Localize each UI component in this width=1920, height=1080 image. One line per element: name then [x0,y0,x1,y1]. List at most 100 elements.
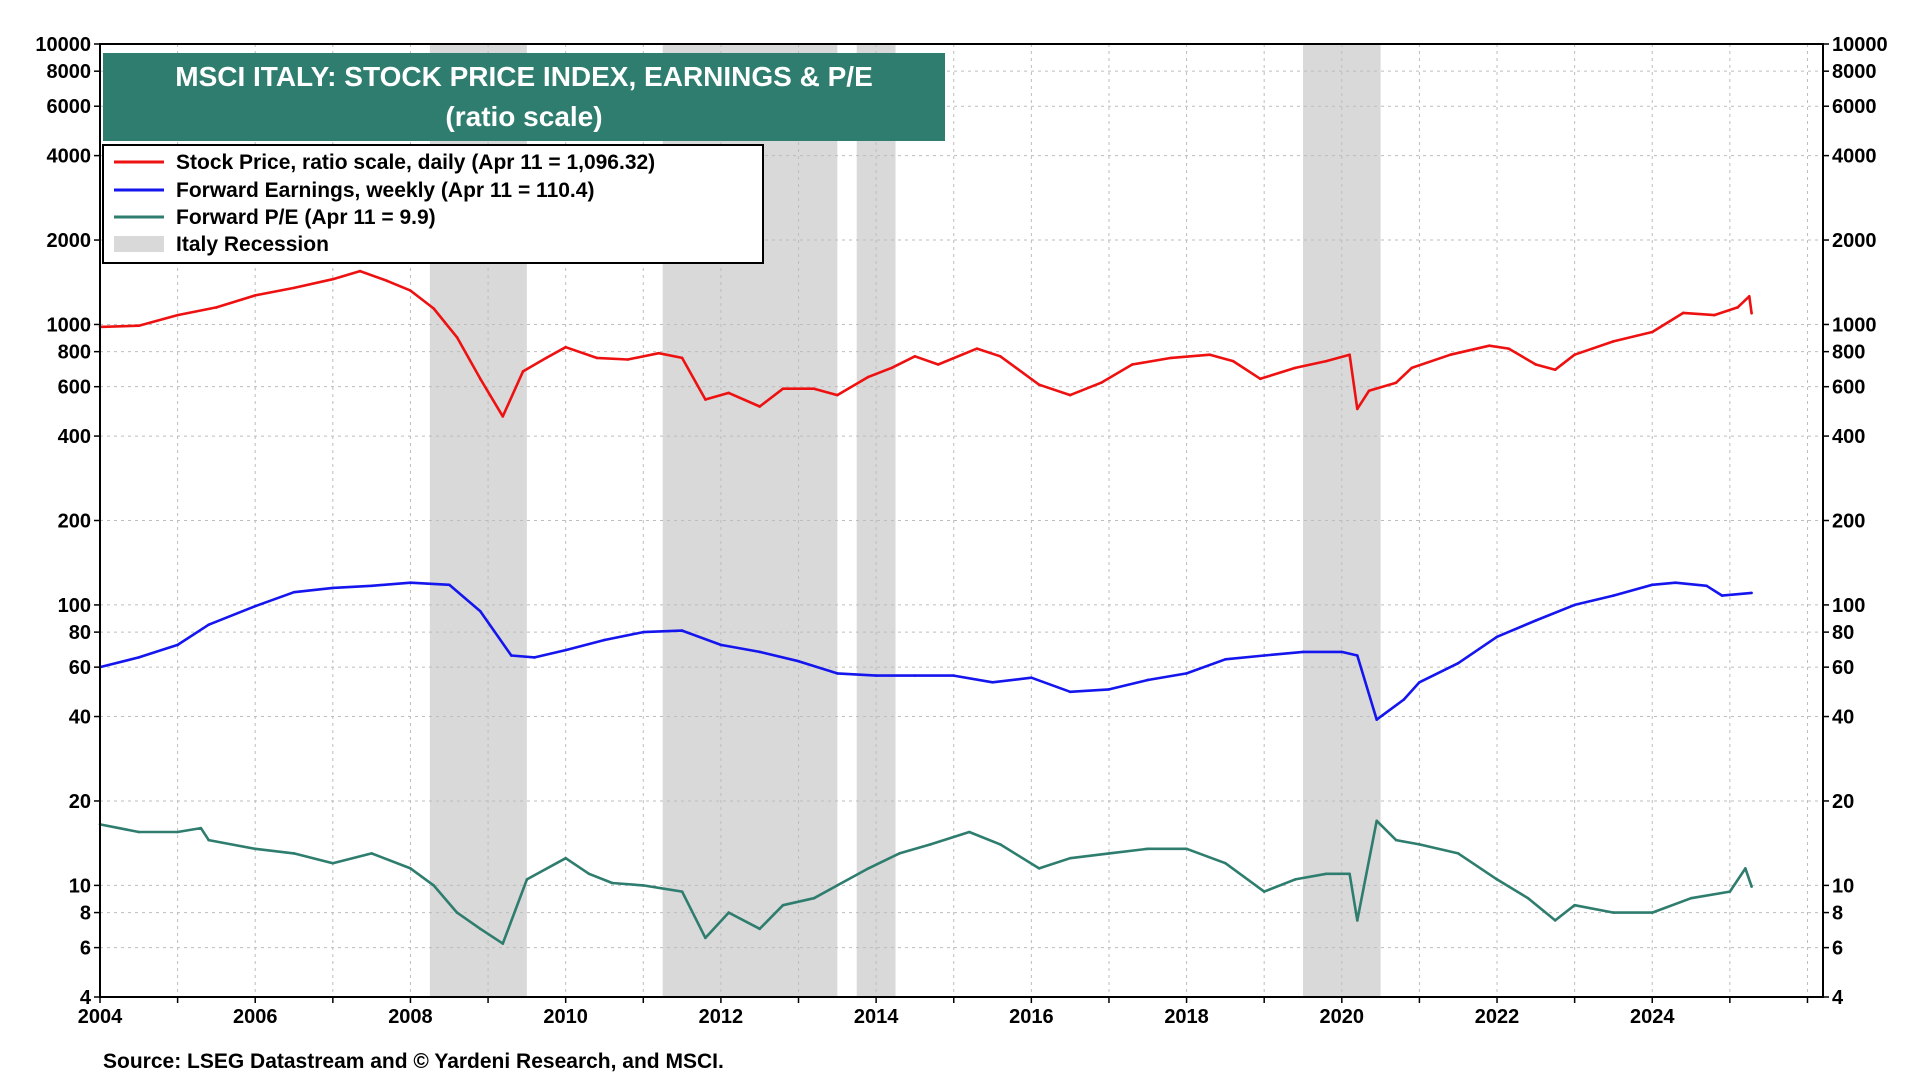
series-2-point-20 [704,936,707,940]
series-0-point-60 [1750,311,1753,315]
series-0-point-45 [1367,389,1371,393]
series-1-point-35 [1375,718,1379,721]
series-0-point-23 [758,405,762,408]
y-tick-label-right-10000: 10000 [1832,34,1888,56]
series-2-point-19 [680,890,684,893]
series-0-point-3 [215,306,218,309]
series-line-0 [99,269,1753,418]
y-tick-label-left-60: 60 [69,657,91,679]
series-1-point-26 [1068,690,1072,694]
series-0-point-40 [1259,377,1262,381]
series-2-point-13 [501,942,505,945]
series-0-point-32 [999,354,1002,358]
series-0-point-55 [1650,330,1654,334]
series-1-point-9 [447,583,451,587]
y-tick-label-right-8: 8 [1832,903,1843,925]
y-tick-label-left-10: 10 [69,875,91,897]
series-2-point-44 [1418,843,1421,846]
x-tick-label-2010: 2010 [543,1006,588,1028]
series-1-point-44 [1674,581,1677,585]
series-0-point-16 [564,345,567,349]
series-2-point-55 [1750,885,1753,888]
series-2-point-18 [641,884,645,887]
series-0-point-30 [936,363,940,366]
legend-label-recession: Italy Recession [176,233,329,256]
series-1-point-38 [1456,661,1460,665]
y-tick-label-right-2000: 2000 [1832,230,1877,252]
series-2-point-42 [1375,819,1379,823]
x-tick-label-2012: 2012 [699,1006,744,1028]
series-0-point-39 [1231,359,1235,363]
y-tick-label-right-4000: 4000 [1832,146,1877,168]
series-1-point-15 [641,630,645,634]
series-2-point-12 [479,927,482,931]
series-2-point-51 [1650,911,1654,914]
series-0-point-38 [1208,353,1212,357]
series-1-point-30 [1224,657,1227,661]
y-tick-label-right-8000: 8000 [1832,61,1877,83]
y-tick-label-left-600: 600 [58,377,91,399]
series-0-point-41 [1293,366,1297,370]
series-0-point-29 [913,354,917,358]
series-2-point-14 [525,878,529,881]
series-0-point-54 [1612,340,1615,343]
series-1-point-22 [913,674,917,677]
series-0-point-51 [1534,363,1538,366]
y-tick-label-left-200: 200 [58,511,91,533]
chart-subtitle: (ratio scale) [445,101,602,132]
series-1-point-39 [1495,635,1499,639]
series-0-point-10 [432,307,436,310]
series-2-point-8 [370,852,373,855]
series-2-point-54 [1744,867,1747,870]
series-1-point-18 [758,650,762,654]
series-1-point-33 [1340,650,1344,654]
series-0-point-42 [1324,359,1328,363]
legend-label-forward-earnings: Forward Earnings, weekly (Apr 11 = 110.4… [176,179,594,202]
x-tick-label-2020: 2020 [1320,1006,1365,1028]
y-tick-label-left-40: 40 [69,707,91,729]
series-2-point-35 [1185,847,1188,851]
series-1-point-7 [370,584,373,588]
series-0-point-21 [704,398,707,401]
x-tick-label-2008: 2008 [388,1006,433,1028]
y-tick-label-left-800: 800 [58,342,91,364]
series-2-point-30 [999,843,1002,846]
series-2-point-47 [1526,896,1530,900]
series-0-point-33 [1037,383,1041,386]
plot-frame [99,43,1824,998]
y-tick-label-right-6000: 6000 [1832,96,1877,118]
series-2-point-33 [1107,852,1111,855]
y-tick-label-left-100: 100 [58,595,91,617]
series-2-point-1 [137,830,141,834]
series-0-point-26 [836,393,839,397]
series-1-point-4 [253,604,257,608]
y-tick-label-left-10000: 10000 [35,34,91,56]
series-2-point-31 [1037,867,1041,870]
series-1-point-36 [1402,698,1406,701]
series-0-point-59 [1747,295,1751,298]
y-tick-label-left-4: 4 [80,987,92,1009]
legend-swatch-recession [114,236,164,252]
series-2-point-40 [1348,872,1351,876]
source-note: Source: LSEG Datastream and © Yardeni Re… [103,1050,724,1073]
series-0-point-12 [479,377,482,381]
series-2-point-23 [781,903,785,907]
series-2-point-5 [253,847,257,851]
series-0-point-52 [1553,368,1557,371]
series-1-point-25 [1030,676,1033,680]
series-line-1 [99,581,1752,721]
series-2-point-21 [727,911,730,914]
series-2-point-17 [610,881,614,885]
series-1-point-6 [331,586,335,590]
series-1-point-23 [952,674,956,677]
series-0-point-1 [137,324,141,327]
series-1-point-3 [207,623,210,627]
series-1-point-21 [874,674,878,677]
series-2-point-50 [1612,911,1615,914]
series-0-point-15 [544,356,548,360]
series-1-point-34 [1356,654,1359,657]
series-2-point-2 [176,830,179,834]
y-tick-label-right-6: 6 [1832,938,1843,960]
